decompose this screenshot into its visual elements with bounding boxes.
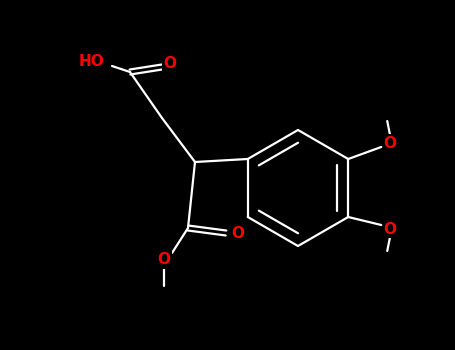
Text: HO: HO	[79, 55, 105, 70]
Text: O: O	[232, 225, 244, 240]
Text: O: O	[384, 135, 397, 150]
Text: O: O	[384, 222, 397, 237]
Text: O: O	[157, 252, 171, 267]
Text: O: O	[163, 56, 177, 71]
